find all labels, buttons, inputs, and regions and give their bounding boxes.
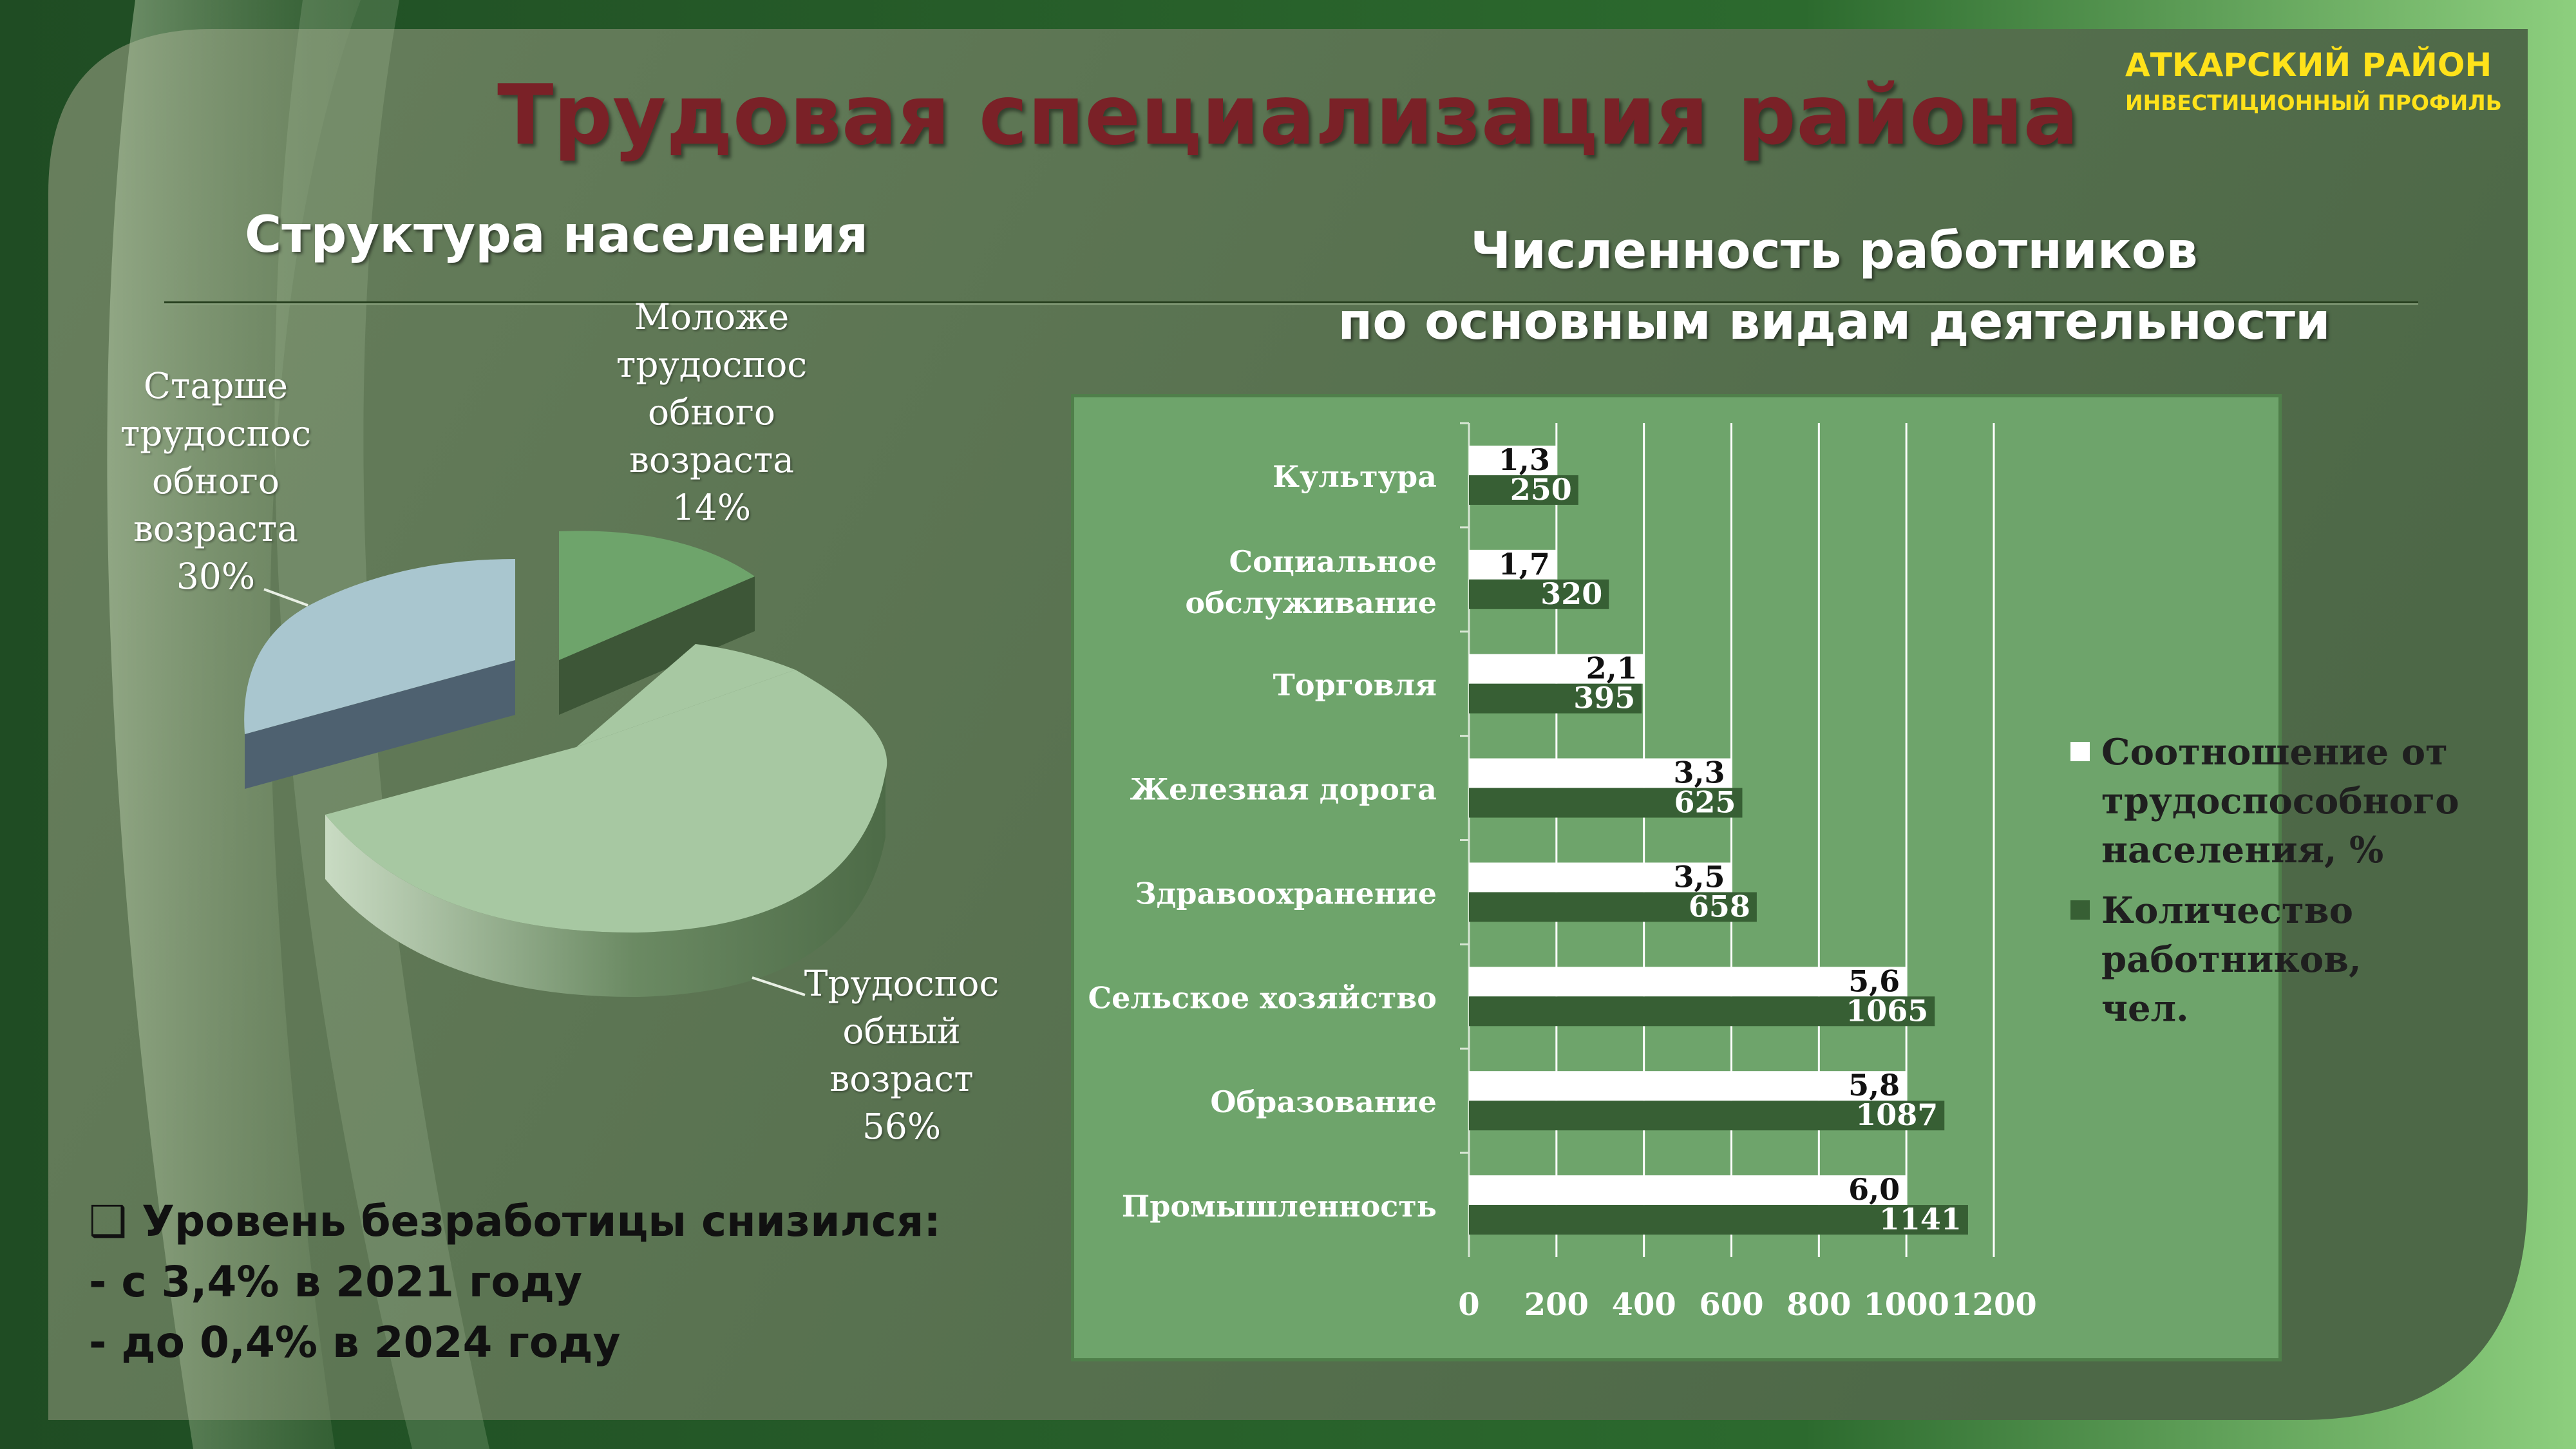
x-tick-label-2: 400 <box>1612 1287 1676 1323</box>
bar-ratio-1 <box>1469 549 1557 580</box>
bar-ratio-2 <box>1469 654 1644 684</box>
bar-ratio-5 <box>1469 967 1907 997</box>
legend-swatch-white <box>2070 742 2090 761</box>
bar-ratio-label-0: 1,3 <box>1499 442 1550 477</box>
unemployment-note-line1: ❑ Уровень безработицы снизился: <box>89 1197 941 1246</box>
category-label-7: Промышленность <box>1122 1189 1437 1224</box>
pie-leader-older <box>263 588 308 607</box>
bar-ratio-label-4: 3,5 <box>1673 859 1725 894</box>
x-tick-label-0: 0 <box>1458 1287 1479 1323</box>
bar-ratio-label-2: 2,1 <box>1586 651 1638 686</box>
bar-count-label-5: 1065 <box>1846 993 1928 1028</box>
bar-ratio-4 <box>1469 862 1732 893</box>
category-label-2: Торговля <box>1273 668 1437 703</box>
workers-heading-line1: Численность работников <box>1470 222 2198 280</box>
bar-ratio-label-6: 5,8 <box>1848 1068 1900 1103</box>
pie-label-younger: Моложе трудоспос обного возраста 14% <box>616 296 808 528</box>
bar-count-label-0: 250 <box>1510 472 1572 507</box>
bar-count-6 <box>1469 1101 1945 1131</box>
bar-count-label-1: 320 <box>1540 576 1602 611</box>
workers-bar-chart-panel: 0 200 400 600 800 1000 1200 Культура 1,3 250 Социа… <box>1071 394 2282 1361</box>
district-name: АТКАРСКИЙ РАЙОН <box>2125 46 2492 84</box>
bar-count-1 <box>1469 579 1609 609</box>
unemployment-note-line2: - с 3,4% в 2021 году <box>89 1257 583 1307</box>
bar-count-label-4: 658 <box>1689 889 1750 923</box>
bar-count-7 <box>1469 1205 1968 1235</box>
bar-count-3 <box>1469 788 1743 818</box>
bar-chart-legend: Соотношение от трудоспособного населения… <box>2070 728 2459 1033</box>
category-label-3: Железная дорога <box>1130 772 1437 807</box>
bar-ratio-label-1: 1,7 <box>1499 547 1550 582</box>
unemployment-note-line3: - до 0,4% в 2024 году <box>89 1318 621 1367</box>
bar-ratio-label-3: 3,3 <box>1673 755 1725 790</box>
x-tick-label-6: 1200 <box>1951 1287 2037 1323</box>
bar-ratio-label-7: 6,0 <box>1848 1172 1900 1207</box>
category-label-5: Сельское хозяйство <box>1088 980 1437 1015</box>
bar-ratio-6 <box>1469 1071 1907 1101</box>
bar-ratio-3 <box>1469 758 1732 788</box>
pie-label-working: Трудоспос обный возраст 56% <box>804 963 999 1147</box>
x-tick-label-3: 600 <box>1699 1287 1763 1323</box>
bar-count-label-6: 1087 <box>1855 1097 1938 1132</box>
category-label-1-a: Социальное <box>1229 544 1437 579</box>
category-label-0: Культура <box>1273 459 1437 494</box>
pie-slice-older <box>244 559 515 789</box>
bar-count-5 <box>1469 996 1935 1027</box>
category-label-4: Здравоохранение <box>1135 876 1437 911</box>
x-tick-label-4: 800 <box>1786 1287 1851 1323</box>
slide-title: Трудовая специализация района <box>497 68 2079 164</box>
population-pie-chart <box>244 531 887 998</box>
investment-profile-label: ИНВЕСТИЦИОННЫЙ ПРОФИЛЬ <box>2125 90 2502 115</box>
pie-slice-working <box>325 644 887 998</box>
bar-count-2 <box>1469 683 1642 714</box>
pie-slice-younger <box>559 531 755 715</box>
heading-divider <box>164 301 2418 305</box>
population-structure-heading: Структура населения <box>245 206 869 264</box>
checkbox-icon: ❑ <box>89 1197 128 1246</box>
bar-count-label-2: 395 <box>1573 681 1635 715</box>
category-label-1-b: обслуживание <box>1185 585 1437 620</box>
x-tick-label-5: 1000 <box>1863 1287 1949 1323</box>
bar-ratio-label-5: 5,6 <box>1848 963 1900 998</box>
bar-count-0 <box>1469 475 1578 505</box>
bar-count-label-3: 625 <box>1674 785 1736 820</box>
pie-leader-working <box>752 976 806 996</box>
bar-count-4 <box>1469 892 1757 922</box>
category-label-6: Образование <box>1210 1084 1437 1119</box>
bar-ratio-7 <box>1469 1175 1907 1206</box>
pie-label-older: Старше трудоспос обного возраста 30% <box>120 365 312 597</box>
x-tick-label-1: 200 <box>1524 1287 1589 1323</box>
bar-count-label-7: 1141 <box>1879 1202 1962 1236</box>
legend-swatch-dark <box>2070 900 2090 920</box>
legend-item-count: Количество работников, чел. <box>2070 886 2449 1033</box>
unemployment-note: ❑ Уровень безработицы снизился: - с 3,4%… <box>89 1191 941 1373</box>
bar-ratio-0 <box>1469 445 1557 475</box>
legend-item-ratio: Соотношение от трудоспособного населения… <box>2070 728 2459 875</box>
